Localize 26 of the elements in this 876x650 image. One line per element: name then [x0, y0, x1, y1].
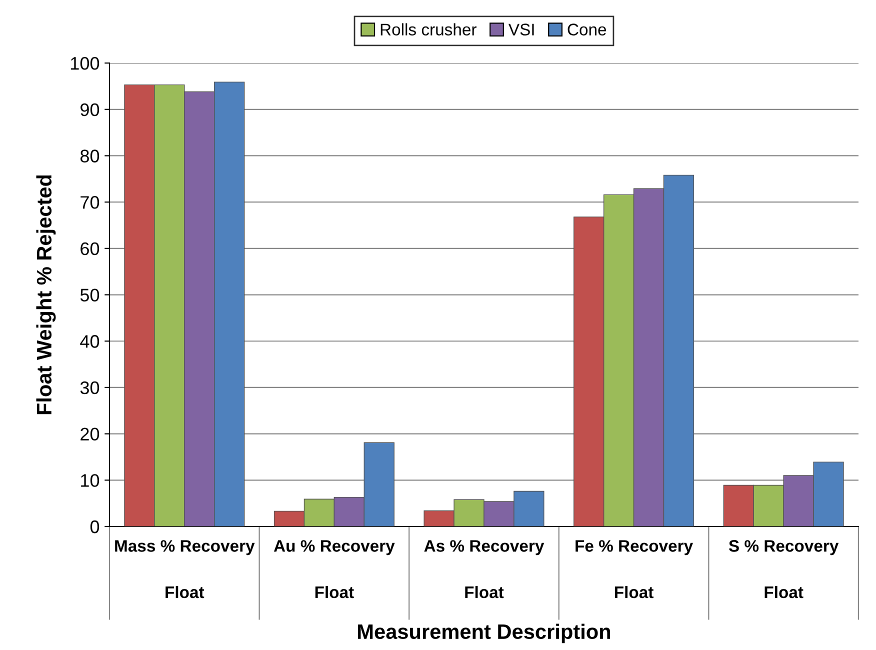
y-tick-label: 60 — [80, 242, 100, 256]
x-tick-label: Fe % Recovery — [576, 540, 693, 556]
legend-label: Rolls crusher — [380, 23, 476, 36]
x-tick-label: Au % Recovery — [274, 540, 395, 556]
y-tick-label: 30 — [80, 381, 100, 394]
text: Float — [315, 586, 354, 598]
y-tick-label: 90 — [80, 103, 100, 116]
legend-label: VSI — [508, 24, 534, 36]
y-axis-title: Float Weight % Rejected — [36, 175, 56, 414]
y-tick-label: 40 — [80, 335, 100, 348]
text: Float — [764, 586, 804, 598]
text: Float — [614, 586, 654, 598]
y-tick-label: 10 — [81, 474, 100, 487]
x-axis-title: Measurement Description — [358, 624, 610, 644]
x-tick-label: As % Recovery — [424, 540, 544, 556]
text: Float — [166, 586, 204, 598]
y-tick-label: 20 — [80, 428, 100, 441]
x-tick-label: S % Recovery — [728, 540, 839, 556]
text: Float — [465, 586, 504, 598]
y-tick-label: 50 — [80, 288, 100, 302]
legend-label: Cone — [568, 24, 606, 36]
y-tick-label: 0 — [90, 520, 100, 534]
y-tick-label: 100 — [71, 56, 100, 70]
y-tick-label: 80 — [80, 150, 100, 162]
x-tick-label: Mass % Recovery — [115, 540, 255, 556]
y-tick-label: 70 — [80, 196, 100, 209]
